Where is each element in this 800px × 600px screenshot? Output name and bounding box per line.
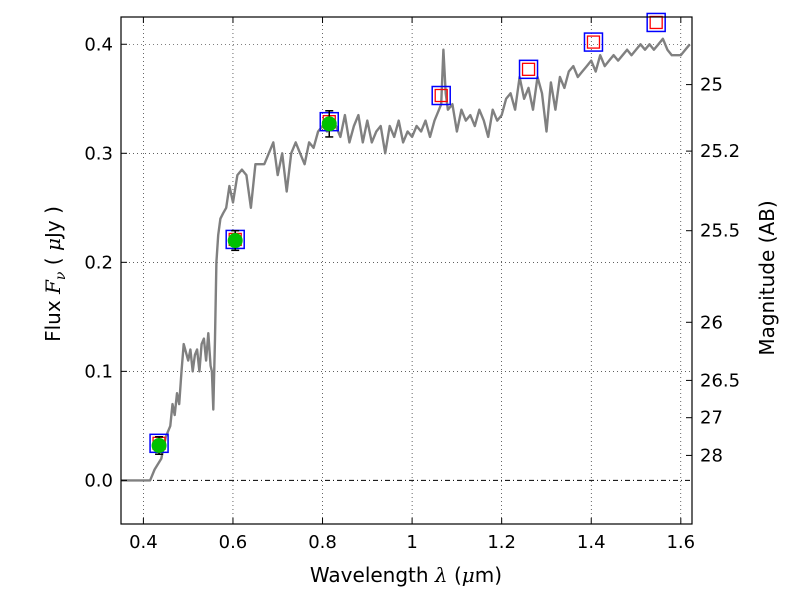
x-tick-label-4: 1.2 <box>487 532 516 553</box>
y-tick-label-4: 0.4 <box>84 34 113 55</box>
observed-point-2 <box>321 116 337 132</box>
y2-tick-label-3: 26 <box>700 312 723 333</box>
y2-tick-label-1: 25.2 <box>700 141 740 162</box>
y2-axis-label: Magnitude (AB) <box>755 200 779 355</box>
spectrum-series <box>121 37 691 482</box>
observed-points <box>151 110 337 455</box>
model-box-4 <box>518 59 539 80</box>
model-points <box>149 12 666 454</box>
y2-tick-label-4: 26.5 <box>700 370 740 391</box>
grid <box>121 17 692 524</box>
y-axis-label: Flux Fν ( μJy ) <box>41 206 69 342</box>
model-box-inner-6 <box>649 15 663 30</box>
x-tick-label-3: 1 <box>406 532 417 553</box>
x-axis-label: Wavelength λ (μm) <box>310 563 502 587</box>
y2-tick-label-0: 25 <box>700 75 723 96</box>
model-box-6 <box>646 12 666 33</box>
y2-tick-label-6: 28 <box>700 445 723 466</box>
spectrum-line <box>121 37 691 482</box>
model-box-inner-3 <box>434 88 448 103</box>
y-tick-label-0: 0.0 <box>84 470 113 491</box>
observed-point-0 <box>151 437 167 453</box>
y-tick-label-3: 0.3 <box>84 143 113 164</box>
model-box-5 <box>583 32 604 52</box>
model-box-3 <box>431 85 451 106</box>
plot-frame <box>120 16 693 525</box>
y2-tick-label-5: 27 <box>700 408 723 429</box>
y2-axis-ticks: 25 25.2 25.5 26 26.5 27 28 <box>686 75 740 466</box>
y-tick-label-2: 0.2 <box>84 252 113 273</box>
model-box-inner-5 <box>586 35 601 49</box>
observed-point-1 <box>227 233 243 249</box>
x-tick-label-2: 0.8 <box>308 532 337 553</box>
y-tick-label-1: 0.1 <box>84 361 113 382</box>
x-tick-label-1: 0.6 <box>219 532 248 553</box>
x-tick-label-0: 0.4 <box>129 532 158 553</box>
x-axis-ticks: 0.4 0.6 0.8 1 1.2 1.4 1.6 <box>129 17 695 553</box>
x-tick-label-6: 1.6 <box>666 532 695 553</box>
model-box-inner-4 <box>521 62 536 76</box>
y-axis-ticks: 0.0 0.1 0.2 0.3 0.4 <box>84 34 127 491</box>
y2-tick-label-2: 25.5 <box>700 221 740 242</box>
x-tick-label-5: 1.4 <box>577 532 606 553</box>
